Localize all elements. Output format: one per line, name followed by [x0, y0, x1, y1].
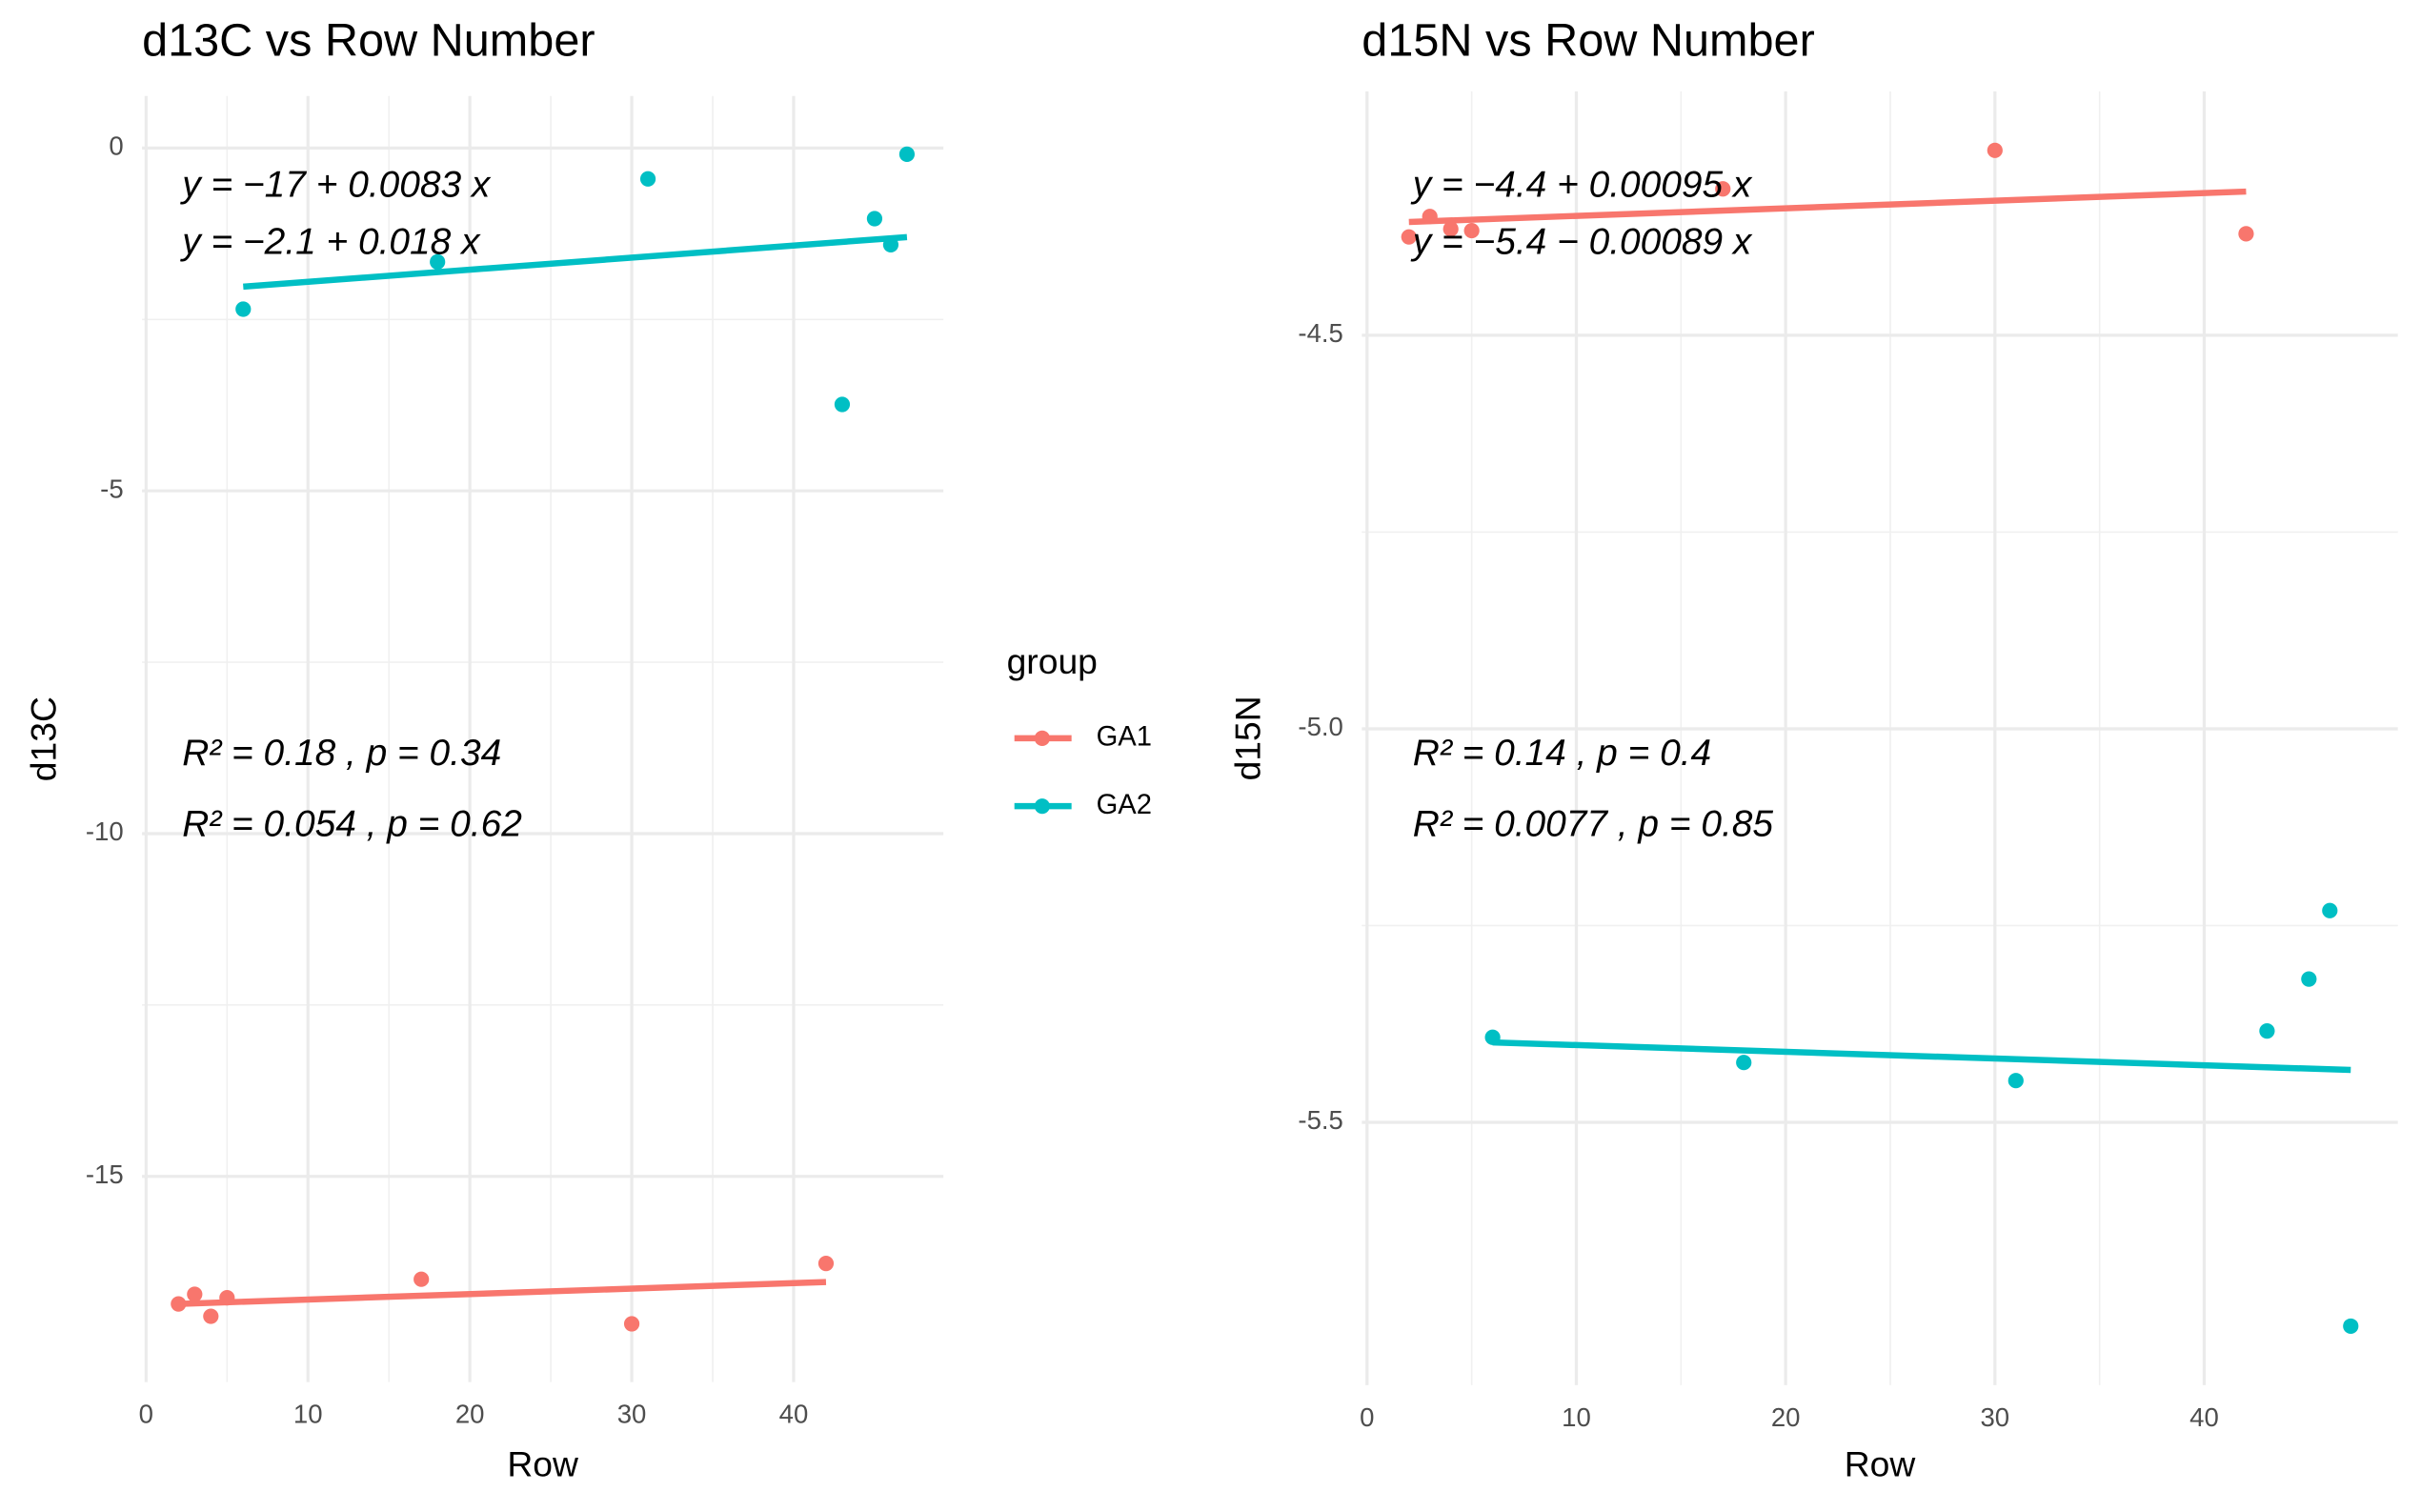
point	[639, 171, 656, 187]
y-tick-label: -5.0	[1298, 712, 1342, 741]
point	[882, 236, 899, 252]
point	[2322, 902, 2338, 918]
x-tick-label: 10	[1562, 1402, 1591, 1432]
point	[2301, 971, 2317, 987]
point	[2259, 1023, 2275, 1039]
chart-title: d13C vs Row Number	[142, 14, 595, 66]
point	[2238, 226, 2254, 242]
legend-label: GA1	[1097, 722, 1152, 753]
point	[834, 396, 851, 413]
x-tick-label: 30	[1981, 1402, 2010, 1432]
point	[219, 1290, 235, 1306]
x-axis-title: Row	[507, 1444, 578, 1484]
legend-key-point	[1034, 730, 1050, 746]
y-axis-title: d15N	[1227, 696, 1267, 780]
point	[171, 1296, 187, 1312]
point	[2343, 1318, 2359, 1335]
x-tick-label: 20	[1771, 1402, 1801, 1432]
stats-label: R² = 0.14 , p = 0.4	[1413, 733, 1711, 774]
point	[1463, 222, 1480, 239]
equation-label: y = −4.4 + 0.00095 x	[1410, 165, 1753, 206]
x-tick-label: 40	[779, 1400, 809, 1429]
x-tick-label: 20	[455, 1400, 485, 1429]
point	[898, 146, 916, 162]
stats-label: R² = 0.0077 , p = 0.85	[1413, 804, 1774, 845]
fit-line	[1408, 188, 2247, 226]
point	[866, 211, 883, 227]
y-tick-label: 0	[109, 131, 123, 161]
x-tick-label: 0	[139, 1400, 153, 1429]
equation-label: y = −17 + 0.0083 x	[179, 165, 492, 206]
y-tick-label: -10	[86, 816, 124, 846]
x-tick-label: 0	[1360, 1402, 1374, 1432]
point	[203, 1308, 219, 1324]
legend-title: group	[1007, 641, 1098, 681]
equation-label: y = −5.4 − 0.00089 x	[1410, 222, 1753, 263]
point	[235, 301, 252, 317]
point	[2007, 1073, 2024, 1089]
point	[1422, 209, 1438, 225]
point	[1484, 1029, 1501, 1045]
point	[1987, 142, 2003, 158]
chart-title: d15N vs Row Number	[1362, 14, 1814, 66]
x-tick-label: 10	[293, 1400, 323, 1429]
y-axis-title: d13C	[23, 696, 63, 781]
equation-label: y = −2.1 + 0.018 x	[179, 222, 481, 263]
point	[1401, 229, 1417, 245]
legend-label: GA2	[1097, 790, 1152, 820]
x-axis-title: Row	[1845, 1444, 1916, 1484]
point	[1443, 221, 1459, 237]
fit-line	[178, 1279, 827, 1307]
point	[187, 1286, 203, 1302]
y-tick-label: -4.5	[1298, 318, 1342, 348]
x-tick-label: 40	[2189, 1402, 2219, 1432]
x-tick-label: 30	[617, 1400, 647, 1429]
point	[623, 1316, 640, 1332]
point	[1736, 1055, 1752, 1071]
stats-label: R² = 0.054 , p = 0.62	[182, 804, 522, 845]
fit-line	[243, 233, 908, 291]
point	[430, 253, 446, 270]
y-tick-label: -5	[100, 474, 123, 503]
point	[1715, 181, 1731, 197]
point	[414, 1271, 430, 1287]
y-tick-label: -15	[86, 1159, 124, 1189]
fit-line	[1492, 1038, 2351, 1074]
point	[817, 1256, 835, 1272]
y-tick-label: -5.5	[1298, 1105, 1342, 1135]
stats-label: R² = 0.18 , p = 0.34	[182, 733, 501, 774]
legend-key-point	[1034, 798, 1050, 815]
